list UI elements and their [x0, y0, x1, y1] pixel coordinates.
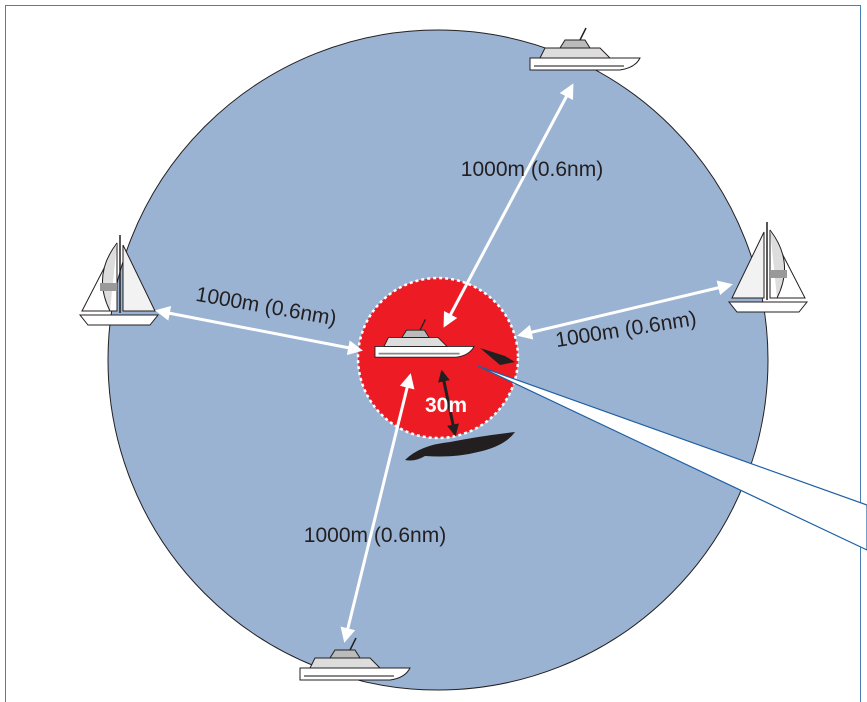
distance-arrows [155, 83, 733, 643]
frame [5, 5, 861, 702]
motor-yacht [529, 27, 641, 71]
zone-arrow [438, 369, 459, 437]
distance-label: 1000m (0.6nm) [461, 158, 603, 181]
callout-pointer [477, 365, 867, 551]
center-boat [374, 318, 515, 365]
zone-label: 30m [425, 394, 467, 417]
distance-label: 1000m (0.6nm) [304, 524, 446, 547]
whale [405, 432, 515, 461]
